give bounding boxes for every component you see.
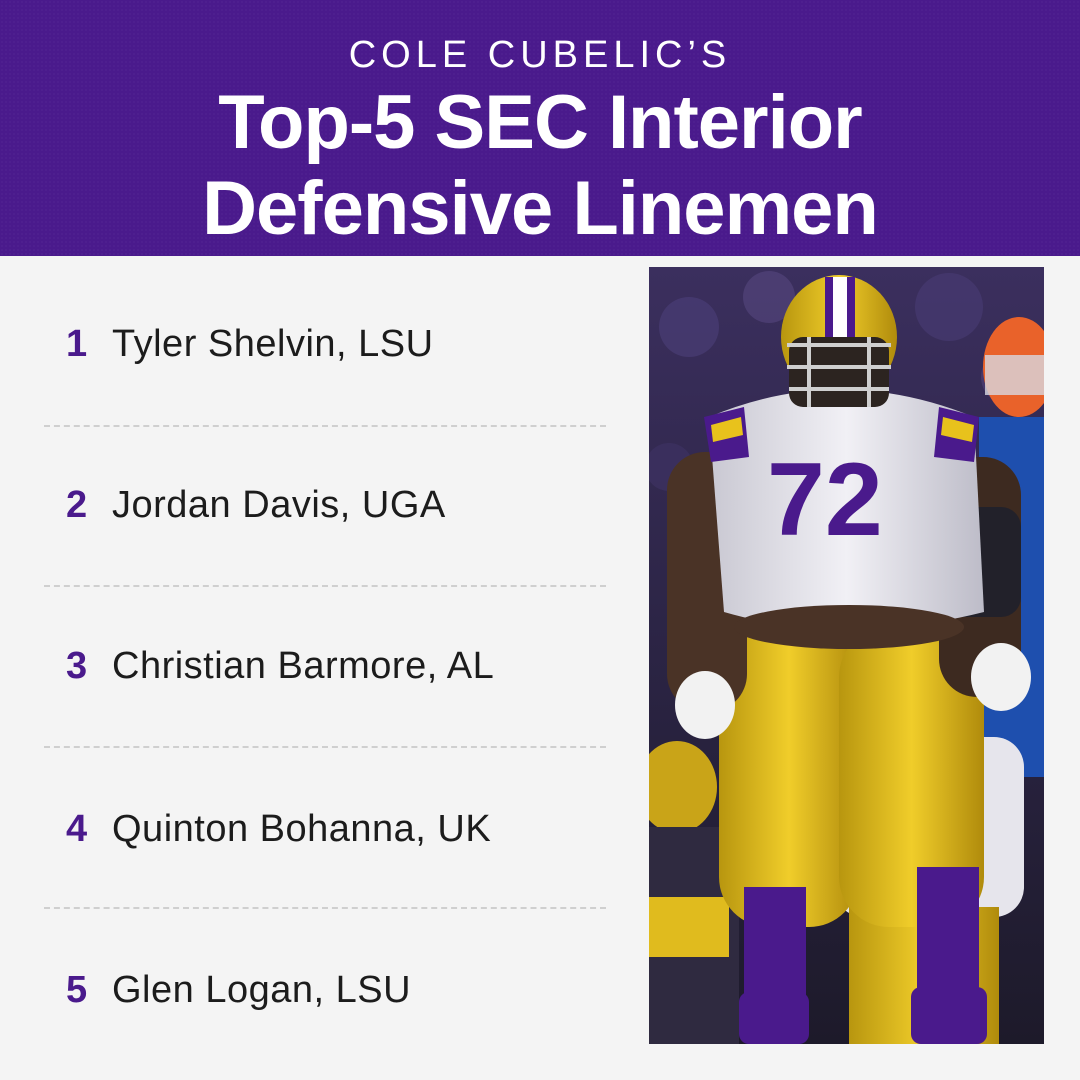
list-item: 5 Glen Logan, LSU: [66, 960, 411, 1020]
rankings-list: 1 Tyler Shelvin, LSU 2 Jordan Davis, UGA…: [0, 256, 640, 1080]
player-name: Jordan Davis, UGA: [112, 483, 446, 526]
rank-number: 2: [66, 483, 88, 526]
player-photo-illustration: 97 72: [649, 267, 1044, 1044]
header-banner: COLE CUBELIC’S Top-5 SEC Interior Defens…: [0, 0, 1080, 256]
divider: [44, 907, 606, 909]
player-name: Quinton Bohanna, UK: [112, 807, 492, 850]
jersey-number: 72: [767, 442, 883, 558]
author-kicker: COLE CUBELIC’S: [348, 34, 732, 76]
divider: [44, 746, 606, 748]
list-item: 1 Tyler Shelvin, LSU: [66, 314, 434, 374]
player-name: Christian Barmore, AL: [112, 644, 495, 687]
divider: [44, 585, 606, 587]
list-item: 4 Quinton Bohanna, UK: [66, 799, 491, 859]
player-name: Glen Logan, LSU: [112, 968, 412, 1011]
rank-number: 3: [66, 644, 88, 687]
list-item: 2 Jordan Davis, UGA: [66, 475, 446, 535]
rank-number: 4: [66, 807, 88, 850]
rank-number: 5: [66, 968, 88, 1011]
title-line-2: Defensive Linemen: [202, 166, 879, 251]
divider: [44, 425, 606, 427]
player-name: Tyler Shelvin, LSU: [112, 322, 434, 365]
list-item: 3 Christian Barmore, AL: [66, 636, 494, 696]
title-line-1: Top-5 SEC Interior: [218, 80, 863, 165]
player-photo: 97 72: [649, 267, 1044, 1044]
page-title: Top-5 SEC Interior Defensive Linemen: [0, 80, 1080, 252]
rank-number: 1: [66, 322, 88, 365]
